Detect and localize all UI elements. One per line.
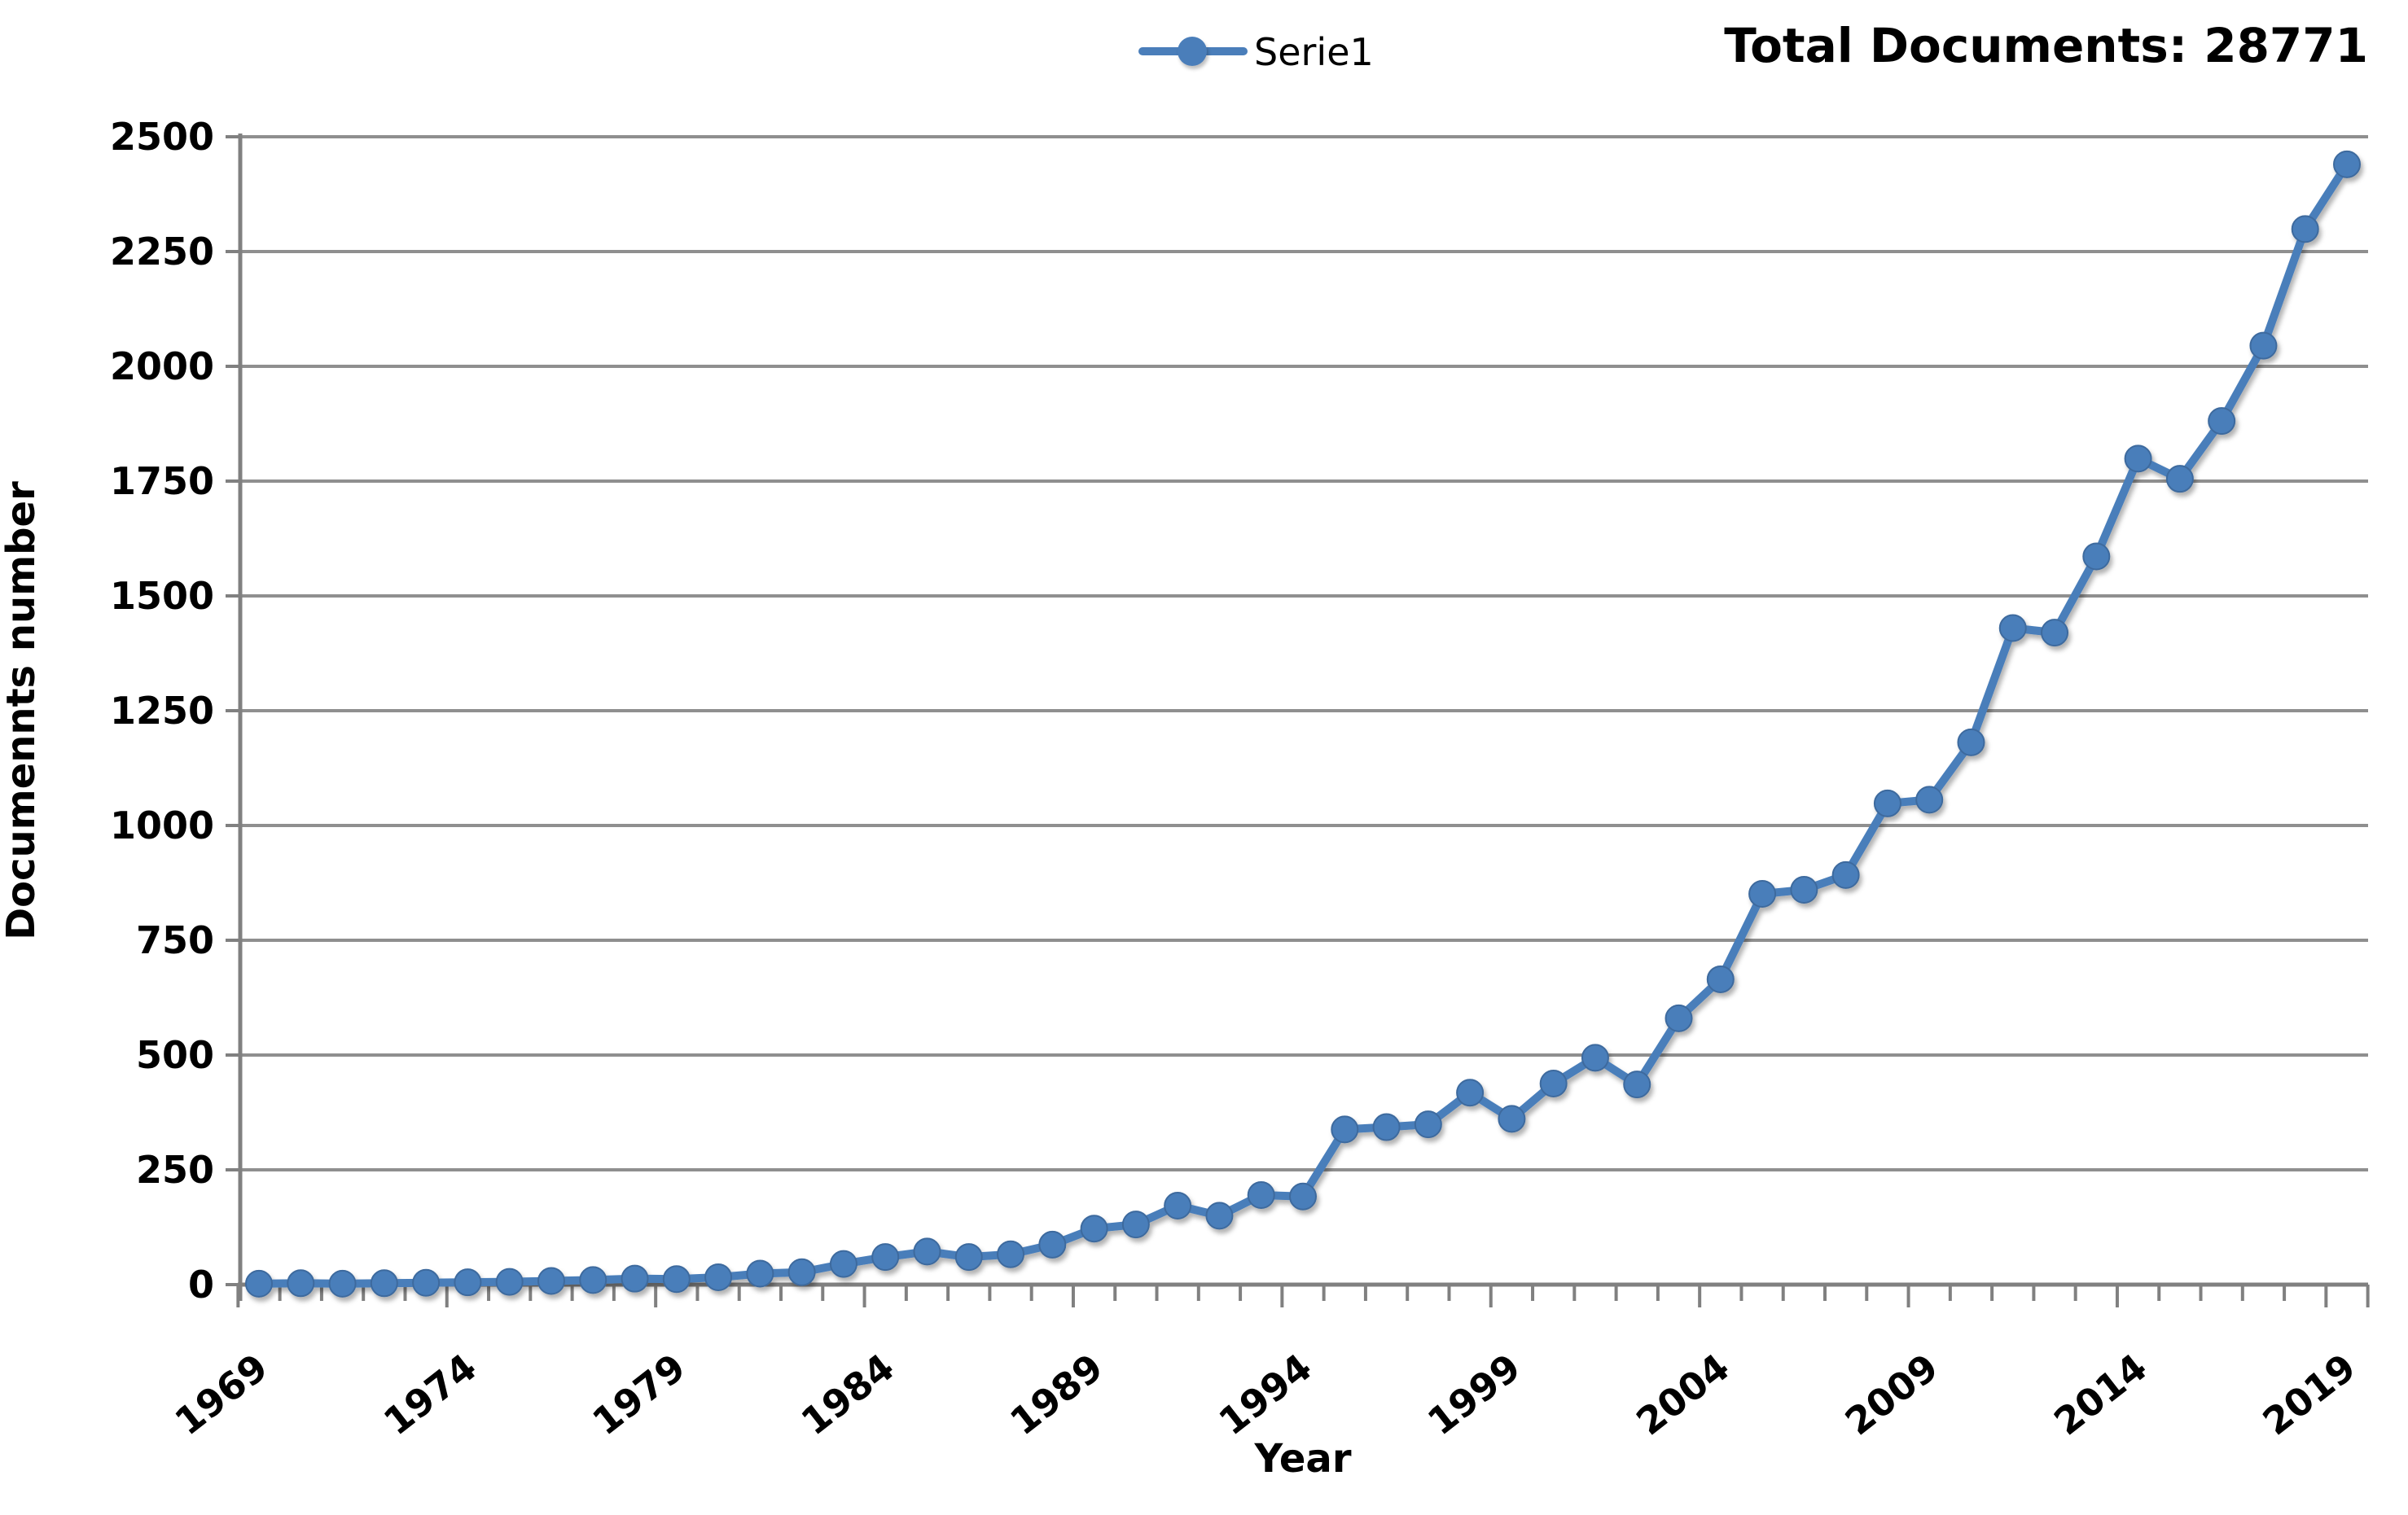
y-tick-label: 1250 xyxy=(110,689,214,733)
y-tick-label: 250 xyxy=(136,1148,214,1192)
data-point-1975 xyxy=(495,1268,524,1296)
x-tick-label: 1999 xyxy=(1419,1345,1529,1443)
data-point-1996 xyxy=(1372,1113,1401,1141)
y-tick-label: 2000 xyxy=(110,344,214,388)
data-point-1976 xyxy=(537,1267,565,1295)
data-point-1995 xyxy=(1331,1115,1359,1144)
y-tick-label: 1750 xyxy=(110,459,214,503)
data-point-1978 xyxy=(621,1264,649,1293)
x-tick-label: 1974 xyxy=(375,1345,485,1443)
x-axis-title: Year xyxy=(1254,1436,1352,1482)
x-tick-label: 2014 xyxy=(2046,1345,2155,1443)
total-documents-title: Total Documents: 28771 xyxy=(1724,18,2368,73)
x-tick-label: 1994 xyxy=(1211,1345,1320,1443)
data-point-1994 xyxy=(1289,1182,1317,1211)
data-point-1983 xyxy=(829,1250,857,1278)
data-point-2013 xyxy=(2082,542,2111,571)
data-point-1999 xyxy=(1498,1105,1526,1133)
data-point-2017 xyxy=(2249,331,2278,360)
data-point-2006 xyxy=(1790,875,1818,904)
data-point-2012 xyxy=(2041,619,2069,647)
data-point-1972 xyxy=(370,1269,398,1298)
data-point-2018 xyxy=(2291,215,2319,243)
x-tick-label: 1969 xyxy=(167,1345,276,1443)
data-point-2014 xyxy=(2124,444,2152,473)
data-point-1985 xyxy=(913,1237,941,1266)
data-point-1982 xyxy=(787,1258,816,1286)
data-point-2010 xyxy=(1957,728,1985,756)
data-point-2009 xyxy=(1915,786,1944,814)
data-point-2015 xyxy=(2165,465,2194,493)
data-point-1992 xyxy=(1205,1202,1234,1230)
data-point-1980 xyxy=(704,1263,733,1291)
legend-series-label: Serie1 xyxy=(1254,30,1374,74)
y-tick-label: 500 xyxy=(136,1033,214,1077)
x-tick-label: 1984 xyxy=(793,1345,902,1443)
data-point-1997 xyxy=(1414,1110,1442,1139)
x-tick-label: 1979 xyxy=(584,1345,693,1443)
data-point-2011 xyxy=(1998,614,2027,642)
data-point-2008 xyxy=(1873,789,1901,817)
y-tick-label: 2500 xyxy=(110,115,214,159)
data-point-1989 xyxy=(1080,1215,1108,1243)
data-point-1970 xyxy=(287,1269,315,1298)
data-point-1988 xyxy=(1038,1230,1067,1259)
data-point-1984 xyxy=(871,1243,900,1272)
x-tick-label: 1989 xyxy=(1002,1345,1111,1443)
data-point-1998 xyxy=(1456,1079,1485,1107)
y-tick-label: 0 xyxy=(188,1263,214,1307)
data-point-2016 xyxy=(2208,407,2236,436)
data-point-1986 xyxy=(954,1243,983,1272)
data-point-2004 xyxy=(1706,965,1735,993)
y-tick-label: 750 xyxy=(136,918,214,962)
y-tick-label: 1500 xyxy=(110,574,214,618)
data-point-1993 xyxy=(1247,1181,1275,1210)
legend-marker-icon xyxy=(1178,37,1207,66)
data-point-1979 xyxy=(662,1265,691,1294)
x-tick-label: 2009 xyxy=(1837,1345,1946,1443)
data-point-1990 xyxy=(1121,1211,1150,1239)
data-point-2005 xyxy=(1748,880,1777,909)
data-point-2019 xyxy=(2333,150,2361,178)
y-axis-title: Documennts number xyxy=(0,481,44,940)
data-point-1981 xyxy=(746,1259,774,1288)
x-tick-label: 2004 xyxy=(1628,1345,1737,1443)
x-tick-label: 2019 xyxy=(2255,1345,2364,1443)
data-point-2003 xyxy=(1665,1004,1693,1032)
data-point-1971 xyxy=(328,1269,357,1298)
series-group xyxy=(245,150,2361,1298)
data-point-1987 xyxy=(997,1240,1025,1268)
y-tick-label: 1000 xyxy=(110,803,214,847)
data-point-1974 xyxy=(454,1268,482,1297)
data-point-2002 xyxy=(1623,1071,1651,1099)
data-point-2007 xyxy=(1831,860,1860,889)
data-point-1969 xyxy=(245,1269,273,1298)
y-tick-label: 2250 xyxy=(110,230,214,274)
data-point-1991 xyxy=(1164,1191,1192,1219)
data-point-1977 xyxy=(579,1266,607,1294)
series-line xyxy=(255,160,2351,1288)
data-point-2000 xyxy=(1539,1069,1568,1097)
data-point-1973 xyxy=(412,1268,441,1297)
data-point-2001 xyxy=(1581,1044,1609,1072)
